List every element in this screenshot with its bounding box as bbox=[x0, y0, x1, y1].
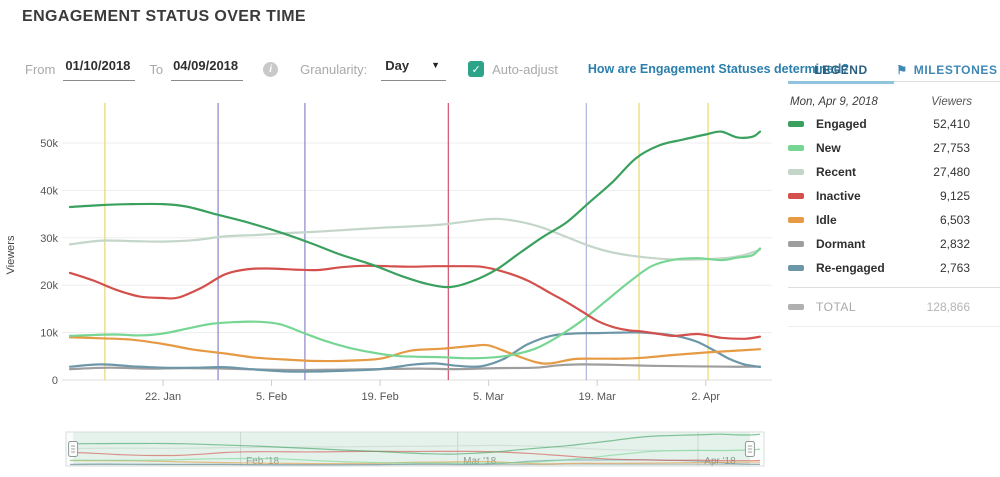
total-value: 128,866 bbox=[926, 300, 970, 314]
auto-adjust-checkbox[interactable]: ✓ bbox=[468, 61, 485, 77]
tab-legend-label: LEGEND bbox=[814, 62, 868, 77]
series-line-re-engaged[interactable] bbox=[68, 331, 762, 373]
tab-milestones[interactable]: ⚑ MILESTONES bbox=[894, 58, 1000, 82]
viewers-column-header: Viewers bbox=[931, 96, 972, 108]
y-tick-label: 40k bbox=[40, 185, 58, 197]
legend-series-name: Engaged bbox=[816, 117, 867, 131]
legend-swatch bbox=[788, 265, 804, 271]
legend-series-name: Inactive bbox=[816, 189, 861, 203]
legend-row[interactable]: New 27,753 bbox=[788, 136, 1000, 160]
y-axis-title: Viewers bbox=[5, 235, 17, 274]
mini-tick-label: Apr '18 bbox=[704, 456, 736, 467]
legend-swatch bbox=[788, 145, 804, 151]
series-line-engaged[interactable] bbox=[68, 130, 762, 289]
series-line-idle[interactable] bbox=[68, 336, 762, 365]
legend-swatch bbox=[788, 121, 804, 127]
legend-row[interactable]: Recent 27,480 bbox=[788, 160, 1000, 184]
legend-series-name: Recent bbox=[816, 165, 857, 179]
from-label: From bbox=[25, 61, 56, 77]
legend-series-name: New bbox=[816, 141, 841, 155]
x-tick-label: 19. Feb bbox=[361, 391, 398, 403]
legend-series-value: 2,832 bbox=[939, 237, 970, 251]
y-tick-label: 30k bbox=[40, 233, 58, 245]
series-line-new[interactable] bbox=[68, 247, 762, 360]
tab-milestones-label: MILESTONES bbox=[913, 62, 998, 77]
brush-handle-right[interactable] bbox=[744, 441, 755, 457]
legend-swatch bbox=[788, 169, 804, 175]
panel-tabs: LEGEND ⚑ MILESTONES bbox=[788, 58, 1000, 84]
total-label: TOTAL bbox=[816, 300, 857, 314]
granularity-dropdown[interactable]: Day ▼ bbox=[381, 57, 447, 81]
from-date-input[interactable]: 01/10/2018 bbox=[63, 58, 136, 81]
timeline-brush[interactable]: Feb '18 Mar '18 Apr '18 bbox=[0, 424, 784, 477]
filter-bar: From 01/10/2018 To 04/09/2018 i Granular… bbox=[25, 56, 849, 82]
divider bbox=[788, 326, 1000, 327]
x-tick-label: 5. Feb bbox=[256, 391, 287, 403]
legend-series-name: Idle bbox=[816, 213, 837, 227]
legend-swatch bbox=[788, 241, 804, 247]
legend-series-value: 9,125 bbox=[939, 189, 970, 203]
legend-row[interactable]: Engaged 52,410 bbox=[788, 112, 1000, 136]
page-title: ENGAGEMENT STATUS OVER TIME bbox=[22, 8, 306, 25]
info-icon[interactable]: i bbox=[263, 61, 279, 77]
granularity-value: Day bbox=[385, 57, 410, 73]
to-date-input[interactable]: 04/09/2018 bbox=[171, 58, 244, 81]
mini-series-line-new bbox=[69, 448, 761, 464]
legend-series-value: 6,503 bbox=[939, 213, 970, 227]
total-swatch bbox=[788, 304, 804, 310]
granularity-label: Granularity: bbox=[300, 61, 368, 77]
legend-swatch bbox=[788, 193, 804, 199]
x-tick-label: 2. Apr bbox=[691, 391, 720, 403]
tooltip-date: Mon, Apr 9, 2018 bbox=[790, 96, 878, 108]
mini-tick-label: Feb '18 bbox=[246, 456, 279, 467]
auto-adjust-label: Auto-adjust bbox=[492, 61, 558, 77]
flag-icon: ⚑ bbox=[896, 62, 908, 77]
legend-row[interactable]: Idle 6,503 bbox=[788, 208, 1000, 232]
legend-series-value: 27,480 bbox=[933, 165, 970, 179]
legend-row[interactable]: Inactive 9,125 bbox=[788, 184, 1000, 208]
legend-row[interactable]: Re-engaged 2,763 bbox=[788, 256, 1000, 280]
brush-handle-left[interactable] bbox=[68, 441, 79, 457]
mini-series-line-inactive bbox=[69, 450, 761, 462]
divider bbox=[788, 287, 1000, 288]
legend-series-value: 52,410 bbox=[933, 117, 970, 131]
series-line-inactive[interactable] bbox=[68, 264, 762, 340]
legend-series-value: 27,753 bbox=[933, 141, 970, 155]
y-tick-label: 50k bbox=[40, 138, 58, 150]
legend-swatch bbox=[788, 217, 804, 223]
legend-series-name: Dormant bbox=[816, 237, 866, 251]
to-label: To bbox=[149, 61, 164, 77]
legend-total-row: TOTAL 128,866 bbox=[788, 295, 1000, 319]
x-tick-label: 19. Mar bbox=[579, 391, 617, 403]
legend-series-name: Re-engaged bbox=[816, 261, 885, 275]
x-tick-label: 22. Jan bbox=[145, 391, 181, 403]
tooltip-header: Mon, Apr 9, 2018 Viewers bbox=[790, 96, 998, 108]
legend-rows: Engaged 52,410 New 27,753 Recent 27,480 Inacti… bbox=[788, 112, 1000, 280]
y-tick-label: 0 bbox=[52, 375, 58, 387]
legend-row[interactable]: Dormant 2,832 bbox=[788, 232, 1000, 256]
y-tick-label: 20k bbox=[40, 280, 58, 292]
x-tick-label: 5. Mar bbox=[473, 391, 505, 403]
tab-legend[interactable]: LEGEND bbox=[788, 58, 894, 84]
series-line-recent[interactable] bbox=[68, 217, 762, 261]
chevron-down-icon: ▼ bbox=[431, 60, 441, 70]
mini-series-line-engaged bbox=[69, 433, 761, 455]
legend-series-value: 2,763 bbox=[939, 261, 970, 275]
legend-panel: LEGEND ⚑ MILESTONES Mon, Apr 9, 2018 Vie… bbox=[788, 58, 1000, 334]
mini-series-line-idle bbox=[69, 459, 761, 465]
y-tick-label: 10k bbox=[40, 328, 58, 340]
engagement-status-chart[interactable]: 0 10k 20k 30k 40k 50k Viewers 22. Jan 5. Feb 19. … bbox=[0, 95, 784, 417]
engagement-statuses-help-link[interactable]: How are Engagement Statuses determined? bbox=[587, 62, 850, 76]
